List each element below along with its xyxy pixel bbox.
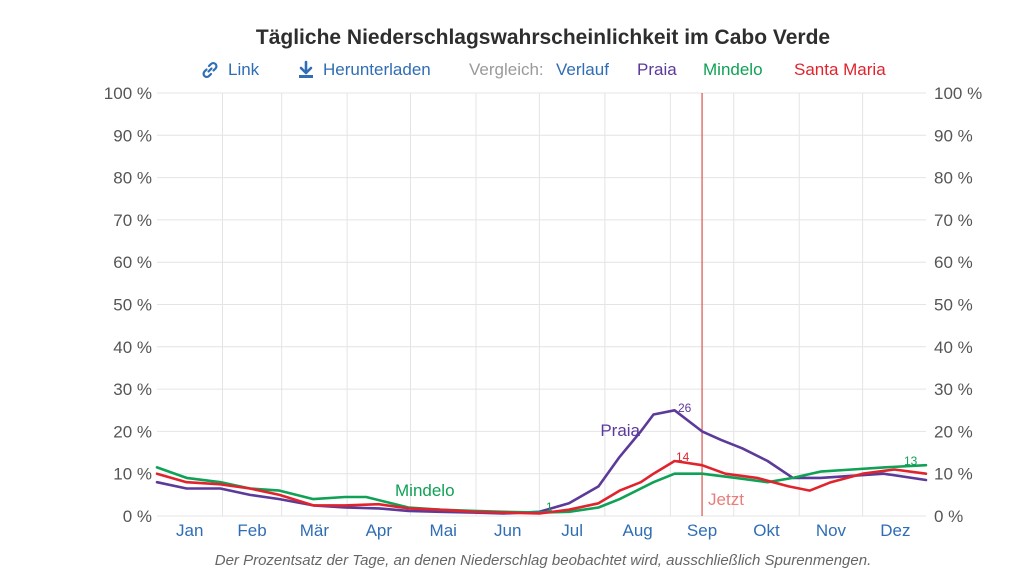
y-tick-label-right: 100 % xyxy=(934,84,982,103)
link-icon[interactable] xyxy=(200,60,220,85)
compare-option-verlauf[interactable]: Verlauf xyxy=(556,60,609,79)
month-label: Aug xyxy=(623,521,653,540)
y-tick-label-left: 10 % xyxy=(113,465,152,484)
y-tick-label-left: 30 % xyxy=(113,380,152,399)
month-label: Mär xyxy=(300,521,330,540)
y-tick-label-right: 80 % xyxy=(934,169,973,188)
link-button[interactable]: Link xyxy=(228,60,260,79)
y-tick-label-right: 30 % xyxy=(934,380,973,399)
compare-option-mindelo[interactable]: Mindelo xyxy=(703,60,763,79)
compare-label: Vergleich: xyxy=(469,60,544,79)
y-tick-label-right: 90 % xyxy=(934,126,973,145)
compare-option-santa-maria[interactable]: Santa Maria xyxy=(794,60,886,79)
month-label: Feb xyxy=(237,521,266,540)
y-tick-label-left: 100 % xyxy=(104,84,152,103)
y-tick-label-right: 10 % xyxy=(934,465,973,484)
y-tick-label-left: 80 % xyxy=(113,169,152,188)
now-label: Jetzt xyxy=(708,490,744,509)
y-tick-label-left: 50 % xyxy=(113,296,152,315)
mindelo-series-label: Mindelo xyxy=(395,481,455,500)
month-label: Jun xyxy=(494,521,521,540)
month-label: Mai xyxy=(430,521,457,540)
month-label: Nov xyxy=(816,521,847,540)
month-label: Sep xyxy=(687,521,717,540)
y-tick-label-left: 90 % xyxy=(113,126,152,145)
chart-toolbar: Link Herunterladen Vergleich: Verlauf Pr… xyxy=(0,60,1029,82)
month-label: Jan xyxy=(176,521,203,540)
y-tick-label-right: 20 % xyxy=(934,422,973,441)
y-tick-label-right: 0 % xyxy=(934,507,963,526)
y-tick-label-right: 50 % xyxy=(934,296,973,315)
mindelo-peak-label: 13 xyxy=(904,454,918,468)
compare-option-praia[interactable]: Praia xyxy=(637,60,677,79)
y-tick-label-right: 40 % xyxy=(934,338,973,357)
y-tick-label-left: 70 % xyxy=(113,211,152,230)
month-label: Dez xyxy=(880,521,910,540)
praia-series-label: Praia xyxy=(600,421,640,440)
y-tick-label-left: 40 % xyxy=(113,338,152,357)
y-tick-label-left: 0 % xyxy=(123,507,152,526)
y-tick-label-right: 70 % xyxy=(934,211,973,230)
month-label: Jul xyxy=(561,521,583,540)
chart-footnote: Der Prozentsatz der Tage, an denen Niede… xyxy=(214,552,872,569)
month-label: Apr xyxy=(366,521,393,540)
download-button[interactable]: Herunterladen xyxy=(323,60,431,79)
praia-line xyxy=(155,408,928,515)
y-tick-label-right: 60 % xyxy=(934,253,973,272)
download-icon[interactable] xyxy=(296,60,316,85)
y-tick-label-left: 20 % xyxy=(113,422,152,441)
y-tick-label-left: 60 % xyxy=(113,253,152,272)
santa-maria-peak-label: 14 xyxy=(676,450,690,464)
praia-peak-label: 26 xyxy=(678,401,692,415)
santa-maria-line xyxy=(155,459,928,515)
chart-title: Tägliche Niederschlagswahrscheinlichkeit… xyxy=(255,26,831,49)
mindelo-min-label: 1 xyxy=(546,500,553,514)
month-label: Okt xyxy=(753,521,780,540)
